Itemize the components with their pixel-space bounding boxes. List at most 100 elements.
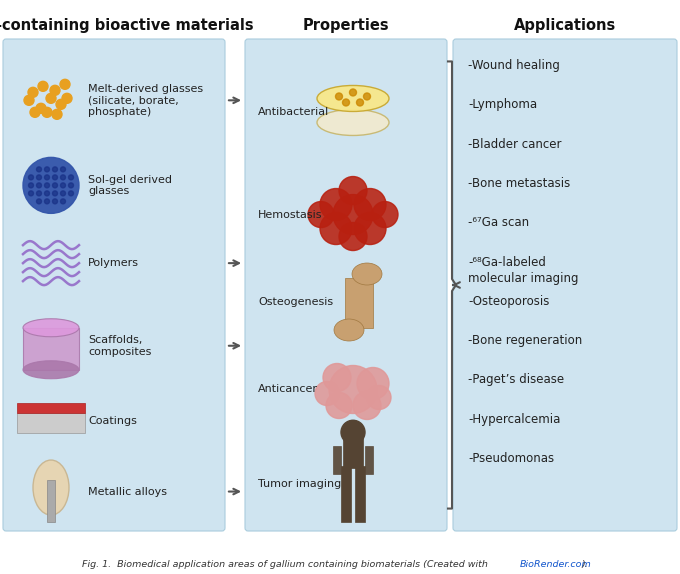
- Text: Hemostasis: Hemostasis: [258, 210, 322, 219]
- Circle shape: [339, 223, 367, 250]
- Text: Sol-gel derived
glasses: Sol-gel derived glasses: [88, 174, 172, 196]
- Circle shape: [69, 191, 73, 196]
- Circle shape: [52, 109, 62, 119]
- Circle shape: [341, 420, 365, 444]
- Circle shape: [38, 82, 48, 91]
- Circle shape: [52, 175, 58, 180]
- Circle shape: [333, 195, 373, 235]
- Circle shape: [61, 199, 65, 204]
- Text: -Pseudomonas: -Pseudomonas: [468, 452, 554, 465]
- Circle shape: [37, 199, 41, 204]
- Circle shape: [320, 212, 352, 245]
- Circle shape: [343, 99, 350, 106]
- Bar: [345, 278, 373, 328]
- Circle shape: [329, 366, 377, 413]
- Bar: [341, 466, 351, 522]
- Circle shape: [326, 393, 352, 418]
- Circle shape: [61, 167, 65, 172]
- Circle shape: [50, 86, 60, 95]
- Circle shape: [350, 89, 356, 96]
- Circle shape: [61, 191, 65, 196]
- Circle shape: [61, 175, 65, 180]
- Text: Metallic alloys: Metallic alloys: [88, 487, 167, 497]
- Text: -⁶⁸Ga-labeled
molecular imaging: -⁶⁸Ga-labeled molecular imaging: [468, 255, 579, 285]
- Bar: [343, 435, 363, 468]
- Circle shape: [37, 175, 41, 180]
- Circle shape: [320, 188, 352, 220]
- Ellipse shape: [352, 263, 382, 285]
- Text: ).: ).: [581, 560, 588, 569]
- Circle shape: [367, 386, 391, 409]
- Circle shape: [37, 167, 41, 172]
- Ellipse shape: [33, 460, 69, 515]
- Circle shape: [44, 167, 50, 172]
- Circle shape: [52, 191, 58, 196]
- Circle shape: [69, 183, 73, 188]
- Circle shape: [372, 201, 398, 227]
- Circle shape: [62, 94, 72, 103]
- Circle shape: [44, 175, 50, 180]
- Circle shape: [364, 93, 371, 100]
- Bar: [23, 328, 79, 370]
- FancyBboxPatch shape: [245, 39, 447, 531]
- Text: Ga-containing bioactive materials: Ga-containing bioactive materials: [0, 18, 254, 33]
- Circle shape: [24, 95, 34, 105]
- Circle shape: [23, 157, 79, 214]
- Text: -Bladder cancer: -Bladder cancer: [468, 138, 562, 150]
- Circle shape: [44, 199, 50, 204]
- FancyBboxPatch shape: [3, 39, 225, 531]
- Text: Scaffolds,
composites: Scaffolds, composites: [88, 335, 152, 356]
- Circle shape: [56, 99, 66, 109]
- Circle shape: [60, 79, 70, 90]
- Ellipse shape: [334, 319, 364, 341]
- Text: Antibacterial: Antibacterial: [258, 107, 329, 118]
- Ellipse shape: [23, 360, 79, 379]
- Circle shape: [315, 382, 339, 405]
- Text: Coatings: Coatings: [88, 416, 137, 426]
- Bar: [17, 413, 85, 433]
- Bar: [47, 479, 55, 522]
- Ellipse shape: [23, 319, 79, 337]
- Circle shape: [308, 201, 334, 227]
- Text: Fig. 1.  Biomedical application areas of gallium containing biomaterials (Create: Fig. 1. Biomedical application areas of …: [82, 560, 490, 569]
- Circle shape: [52, 199, 58, 204]
- Circle shape: [36, 103, 46, 113]
- Circle shape: [37, 191, 41, 196]
- Circle shape: [44, 191, 50, 196]
- Circle shape: [339, 177, 367, 204]
- Text: -Osteoporosis: -Osteoporosis: [468, 295, 549, 308]
- Ellipse shape: [317, 110, 389, 135]
- Circle shape: [69, 175, 73, 180]
- Circle shape: [61, 183, 65, 188]
- Text: Polymers: Polymers: [88, 258, 139, 268]
- Bar: [333, 446, 341, 474]
- Circle shape: [357, 367, 389, 400]
- Text: -⁶⁷Ga scan: -⁶⁷Ga scan: [468, 216, 529, 229]
- Circle shape: [30, 107, 40, 117]
- Circle shape: [353, 391, 381, 420]
- Circle shape: [52, 167, 58, 172]
- Circle shape: [46, 94, 56, 103]
- Ellipse shape: [317, 86, 389, 111]
- Circle shape: [335, 93, 343, 100]
- Text: -Bone regeneration: -Bone regeneration: [468, 334, 582, 347]
- Text: -Bone metastasis: -Bone metastasis: [468, 177, 571, 190]
- Circle shape: [354, 212, 386, 245]
- Circle shape: [29, 183, 33, 188]
- Text: -Wound healing: -Wound healing: [468, 59, 560, 72]
- Circle shape: [354, 188, 386, 220]
- Circle shape: [42, 107, 52, 117]
- Bar: [355, 466, 365, 522]
- Circle shape: [44, 183, 50, 188]
- Text: BioRender.com: BioRender.com: [520, 560, 592, 569]
- Text: -Hypercalcemia: -Hypercalcemia: [468, 413, 560, 426]
- Circle shape: [323, 363, 351, 391]
- Bar: [17, 403, 85, 413]
- Circle shape: [52, 183, 58, 188]
- Bar: [365, 446, 373, 474]
- Circle shape: [29, 175, 33, 180]
- Circle shape: [29, 191, 33, 196]
- Circle shape: [37, 183, 41, 188]
- Text: Applications: Applications: [514, 18, 616, 33]
- Text: Tumor imaging: Tumor imaging: [258, 479, 341, 489]
